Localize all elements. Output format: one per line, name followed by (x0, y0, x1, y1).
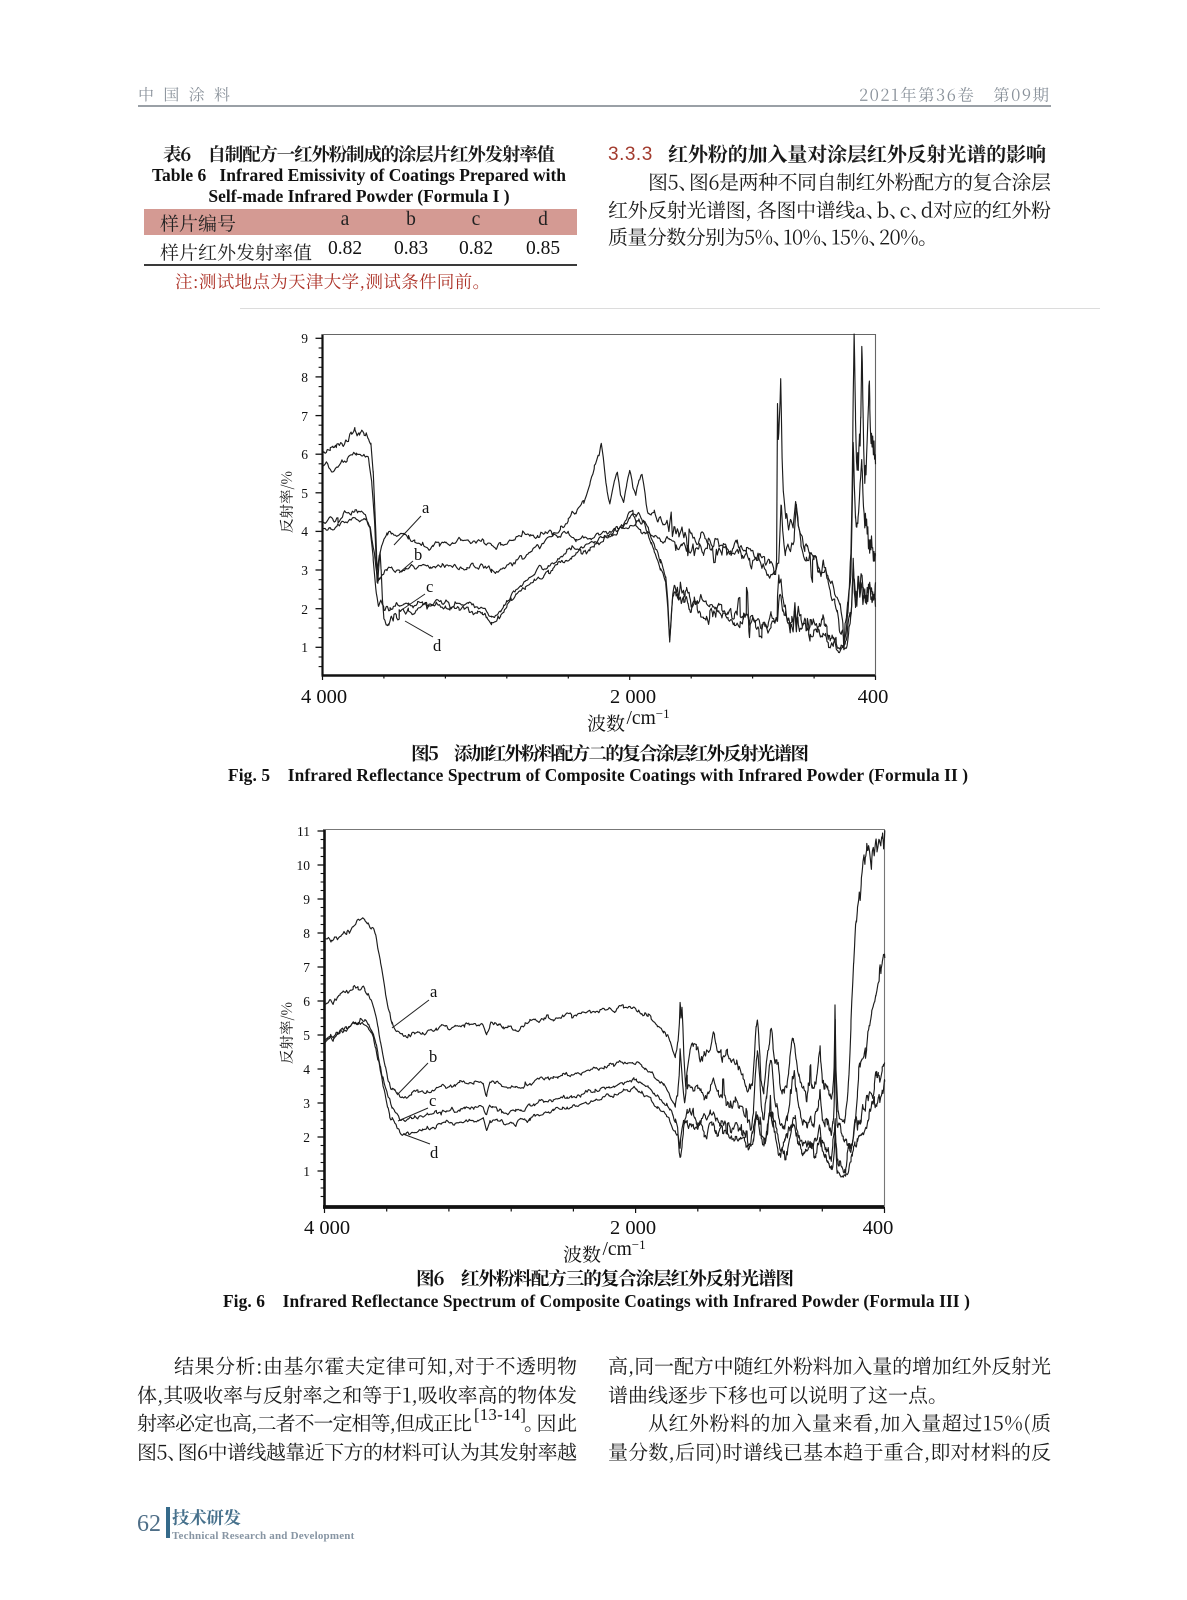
svg-text:a: a (430, 982, 438, 1001)
svg-text:a: a (422, 498, 430, 517)
svg-text:c: c (426, 577, 433, 596)
svg-text:b: b (414, 545, 422, 564)
svg-text:b: b (429, 1047, 437, 1066)
svg-text:d: d (433, 636, 442, 655)
svg-text:d: d (430, 1143, 439, 1162)
svg-text:c: c (429, 1091, 436, 1110)
